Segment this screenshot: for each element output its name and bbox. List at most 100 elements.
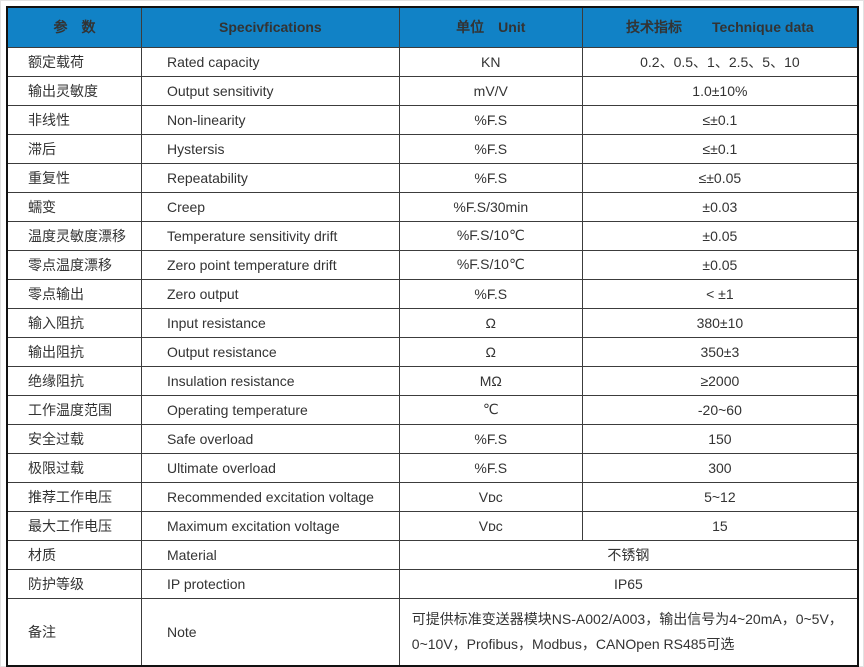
value-cell: IP65 (398, 568, 859, 599)
header-param: 参 数 (6, 6, 142, 48)
spec-cell: Operating temperature (140, 394, 400, 425)
spec-cell: Maximum excitation voltage (140, 510, 400, 541)
unit-cell: Vᴅᴄ (398, 510, 583, 541)
table-row: 滞后 Hystersis %F.S ≤±0.1 (6, 133, 859, 164)
table-row: 输出灵敏度 Output sensitivity mV/V 1.0±10% (6, 75, 859, 106)
spec-cell: Repeatability (140, 162, 400, 193)
table-header: 参 数 Specivfications 单位 Unit 技术指标 Technique… (6, 6, 859, 48)
table-row: 安全过载 Safe overload %F.S 150 (6, 423, 859, 454)
param-cell: 防护等级 (6, 568, 142, 599)
spec-cell: Non-linearity (140, 104, 400, 135)
spec-cell: Temperature sensitivity drift (140, 220, 400, 251)
param-cell: 滞后 (6, 133, 142, 164)
table-row: 温度灵敏度漂移 Temperature sensitivity drift %F.S… (6, 220, 859, 251)
value-cell: ≤±0.05 (581, 162, 859, 193)
value-cell: 300 (581, 452, 859, 483)
header-specifications-label: Specivfications (219, 19, 322, 36)
value-cell: 350±3 (581, 336, 859, 367)
unit-cell: %F.S (398, 452, 583, 483)
param-cell: 零点输出 (6, 278, 142, 309)
header-technique-data: 技术指标 Technique data (581, 6, 859, 48)
value-cell: 15 (581, 510, 859, 541)
spec-cell: Hystersis (140, 133, 400, 164)
param-cell: 备注 (6, 597, 142, 667)
unit-cell: %F.S (398, 278, 583, 309)
param-cell: 绝缘阻抗 (6, 365, 142, 396)
unit-cell: %F.S/10℃ (398, 220, 583, 251)
param-cell: 额定载荷 (6, 46, 142, 77)
table-row: 输入阻抗 Input resistance Ω 380±10 (6, 307, 859, 338)
spec-cell: Zero output (140, 278, 400, 309)
spec-cell: Material (140, 539, 400, 570)
table-row: 零点输出 Zero output %F.S < ±1 (6, 278, 859, 309)
param-cell: 重复性 (6, 162, 142, 193)
value-cell: ≤±0.1 (581, 133, 859, 164)
unit-cell: ℃ (398, 394, 583, 425)
param-cell: 输入阻抗 (6, 307, 142, 338)
param-cell: 安全过载 (6, 423, 142, 454)
unit-cell: Ω (398, 336, 583, 367)
header-tech-en: Technique data (712, 19, 814, 36)
param-cell: 最大工作电压 (6, 510, 142, 541)
table-row: 蠕变 Creep %F.S/30min ±0.03 (6, 191, 859, 222)
header-tech-zh: 技术指标 (626, 19, 683, 36)
table-row: 输出阻抗 Output resistance Ω 350±3 (6, 336, 859, 367)
param-cell: 非线性 (6, 104, 142, 135)
table-row: 备注 Note 可提供标准变送器模块NS-A002/A003，输出信号为4~20mA… (6, 597, 859, 667)
value-cell: 5~12 (581, 481, 859, 512)
table-row: 材质 Material 不锈钢 (6, 539, 859, 570)
spec-cell: Insulation resistance (140, 365, 400, 396)
header-unit-en: Unit (498, 19, 526, 36)
table-row: 防护等级 IP protection IP65 (6, 568, 859, 599)
param-cell: 零点温度漂移 (6, 249, 142, 280)
table-row: 推荐工作电压 Recommended excitation voltage Vᴅᴄ 5… (6, 481, 859, 512)
spec-table-body: 额定载荷 Rated capacity KN 0.2、0.5、1、2.5、5、10 输出… (6, 46, 859, 667)
header-param-label: 参 数 (53, 19, 96, 36)
value-cell: ±0.03 (581, 191, 859, 222)
value-cell: 可提供标准变送器模块NS-A002/A003，输出信号为4~20mA，0~5V，… (398, 597, 859, 667)
spec-cell: Output resistance (140, 336, 400, 367)
unit-cell: %F.S/30min (398, 191, 583, 222)
spec-cell: Safe overload (140, 423, 400, 454)
param-cell: 材质 (6, 539, 142, 570)
value-cell: 0.2、0.5、1、2.5、5、10 (581, 46, 859, 77)
param-cell: 输出灵敏度 (6, 75, 142, 106)
spec-cell: Rated capacity (140, 46, 400, 77)
param-cell: 推荐工作电压 (6, 481, 142, 512)
header-specifications: Specivfications (140, 6, 400, 48)
param-cell: 输出阻抗 (6, 336, 142, 367)
unit-cell: MΩ (398, 365, 583, 396)
value-cell: -20~60 (581, 394, 859, 425)
spec-cell: Zero point temperature drift (140, 249, 400, 280)
table-row: 重复性 Repeatability %F.S ≤±0.05 (6, 162, 859, 193)
unit-cell: %F.S (398, 133, 583, 164)
table-row: 额定载荷 Rated capacity KN 0.2、0.5、1、2.5、5、10 (6, 46, 859, 77)
value-cell: < ±1 (581, 278, 859, 309)
spec-cell: Note (140, 597, 400, 667)
value-cell: 不锈钢 (398, 539, 859, 570)
table-row: 零点温度漂移 Zero point temperature drift %F.S/1… (6, 249, 859, 280)
value-cell: ±0.05 (581, 220, 859, 251)
param-cell: 蠕变 (6, 191, 142, 222)
spec-cell: Creep (140, 191, 400, 222)
unit-cell: %F.S (398, 162, 583, 193)
unit-cell: mV/V (398, 75, 583, 106)
header-unit: 单位 Unit (398, 6, 583, 48)
header-row: 参 数 Specivfications 单位 Unit 技术指标 Technique… (6, 6, 859, 48)
param-cell: 工作温度范围 (6, 394, 142, 425)
unit-cell: %F.S (398, 104, 583, 135)
unit-cell: Vᴅᴄ (398, 481, 583, 512)
spec-cell: Recommended excitation voltage (140, 481, 400, 512)
value-cell: ±0.05 (581, 249, 859, 280)
spec-cell: Ultimate overload (140, 452, 400, 483)
param-cell: 极限过载 (6, 452, 142, 483)
value-cell: 380±10 (581, 307, 859, 338)
table-row: 非线性 Non-linearity %F.S ≤±0.1 (6, 104, 859, 135)
value-cell: 1.0±10% (581, 75, 859, 106)
unit-cell: %F.S/10℃ (398, 249, 583, 280)
value-cell: ≤±0.1 (581, 104, 859, 135)
table-row: 极限过载 Ultimate overload %F.S 300 (6, 452, 859, 483)
spec-cell: Output sensitivity (140, 75, 400, 106)
spec-cell: IP protection (140, 568, 400, 599)
table-row: 绝缘阻抗 Insulation resistance MΩ ≥2000 (6, 365, 859, 396)
